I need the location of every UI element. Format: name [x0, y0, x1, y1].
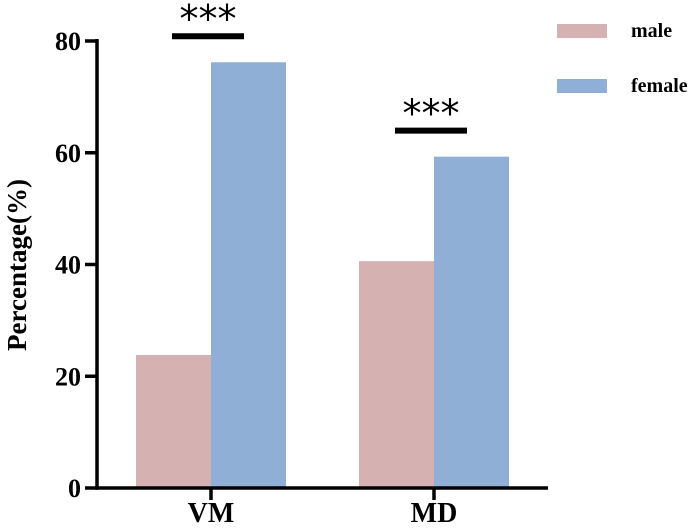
y-axis-label: Percentage(%) [2, 179, 32, 351]
legend-label-male: male [631, 20, 672, 42]
y-tick-label: 0 [68, 474, 81, 503]
y-tick-label: 80 [55, 27, 81, 56]
x-tick-label-md: MD [411, 498, 458, 528]
bar-male-vm [136, 355, 211, 488]
legend-swatch-female [557, 79, 607, 93]
bars-layer [136, 62, 509, 489]
bar-male-md [359, 261, 434, 488]
x-tick-labels: VM MD [188, 488, 458, 528]
legend-swatch-male [557, 24, 607, 38]
significance-stars-vm: *** [180, 0, 237, 41]
y-ticks: 0 20 40 60 80 [55, 27, 97, 503]
bar-female-vm [211, 62, 286, 489]
x-tick-label-vm: VM [188, 498, 235, 528]
legend-label-female: female [631, 75, 688, 97]
bar-female-md [434, 156, 509, 488]
y-tick-label: 20 [55, 362, 81, 391]
significance-annotations: *** *** [172, 0, 467, 136]
significance-stars-md: *** [403, 92, 460, 136]
y-tick-label: 60 [55, 139, 81, 168]
legend: male female [557, 20, 688, 97]
y-tick-label: 40 [55, 251, 81, 280]
